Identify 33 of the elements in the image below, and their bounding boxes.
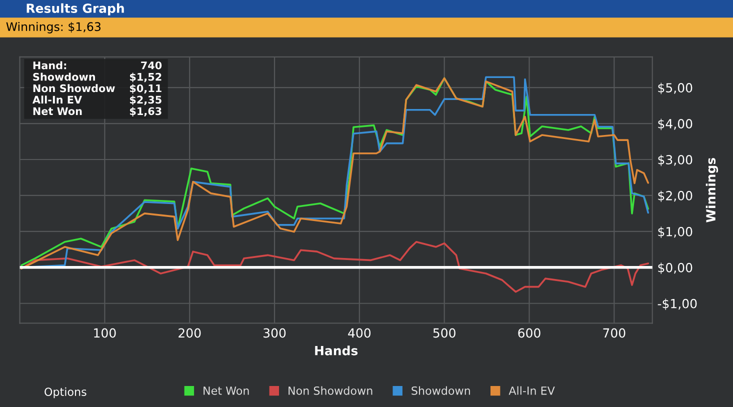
y-tick-label: $0,00 bbox=[658, 262, 692, 274]
x-tick-label: 500 bbox=[433, 328, 456, 338]
x-tick-label: 200 bbox=[178, 328, 201, 338]
y-tick-label: -$1,00 bbox=[658, 298, 697, 310]
annotation: $2,35 bbox=[130, 96, 162, 106]
x-tick-label: 100 bbox=[94, 328, 116, 338]
legend-label: All-In EV bbox=[508, 386, 555, 395]
annotation: Hand: bbox=[33, 61, 66, 70]
chart-subtitle: Winnings: $1,63 bbox=[6, 22, 101, 34]
annotation: Net Won bbox=[33, 107, 82, 116]
annotation: All-In EV bbox=[32, 96, 82, 104]
legend-label: Net Won bbox=[204, 386, 249, 395]
y-axis-title: Winnings bbox=[706, 158, 718, 222]
annotation: Non Showdow bbox=[33, 84, 115, 92]
chart-title: Results Graph bbox=[26, 3, 124, 16]
y-tick-label: $2,00 bbox=[658, 190, 692, 202]
x-tick-label: 600 bbox=[518, 328, 540, 338]
y-tick-label: $1,00 bbox=[658, 226, 692, 238]
y-tick-label: $4,00 bbox=[658, 118, 692, 130]
text: Options bbox=[44, 387, 86, 398]
annotation: $1,63 bbox=[130, 107, 162, 116]
legend-label: Non Showdown bbox=[288, 386, 372, 395]
annotation: Showdown bbox=[33, 72, 95, 81]
annotation: 740 bbox=[141, 61, 162, 70]
y-tick-label: $5,00 bbox=[658, 82, 692, 94]
legend-label: Showdown bbox=[412, 386, 470, 395]
x-tick-label: 400 bbox=[348, 328, 371, 338]
x-axis-title: Hands bbox=[315, 346, 358, 356]
annotation: $0,11 bbox=[130, 84, 162, 94]
y-tick-label: $3,00 bbox=[658, 154, 692, 166]
x-tick-label: 300 bbox=[264, 328, 286, 338]
annotation: $1,52 bbox=[130, 72, 162, 82]
x-tick-label: 700 bbox=[603, 328, 626, 338]
